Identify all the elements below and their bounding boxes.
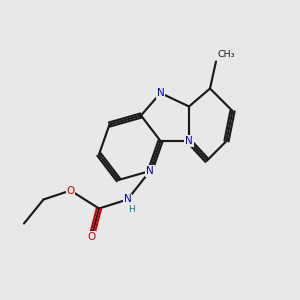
Text: N: N (185, 136, 193, 146)
Text: H: H (128, 206, 134, 214)
Text: O: O (87, 232, 96, 242)
Text: N: N (157, 88, 164, 98)
Text: O: O (66, 185, 75, 196)
Text: N: N (124, 194, 131, 205)
Text: CH₃: CH₃ (218, 50, 235, 59)
Text: N: N (146, 166, 154, 176)
